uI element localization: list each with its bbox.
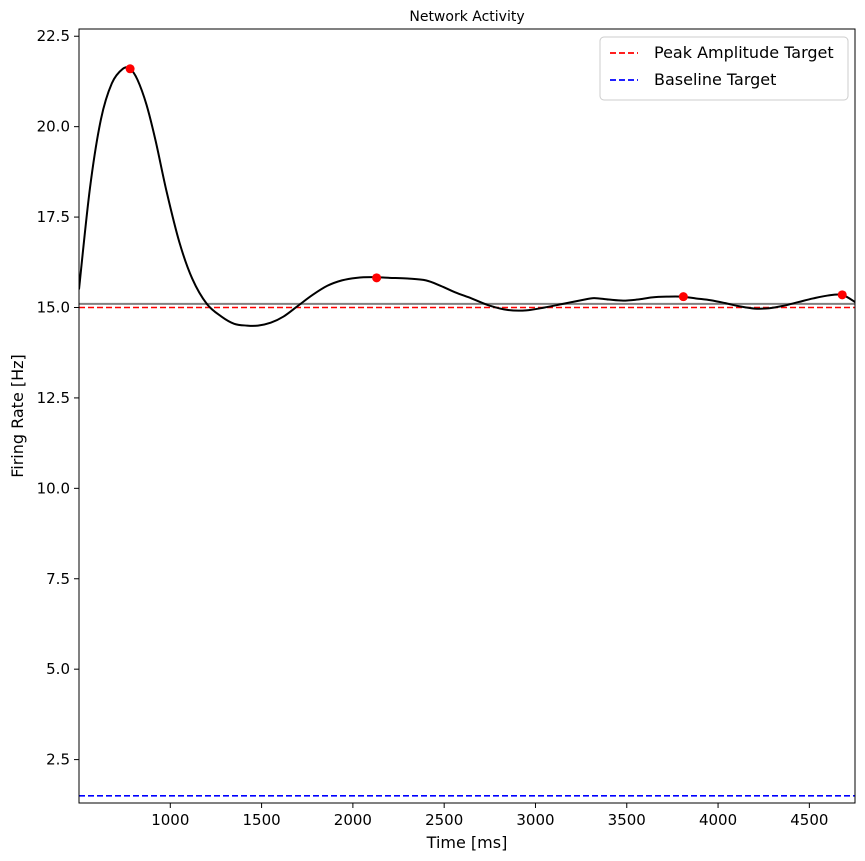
series-line [79, 66, 855, 327]
y-tick-label: 12.5 [37, 389, 70, 407]
axes-frame [78, 28, 856, 804]
peak-marker [125, 64, 135, 74]
plot-area: 1000 1500 2000 2500 3000 3500 4000 4500 2.5 5.0 7.… [37, 27, 856, 829]
y-tick-label: 20.0 [37, 118, 70, 136]
x-tick-label: 2500 [425, 811, 463, 829]
x-tick-label: 2000 [334, 811, 372, 829]
legend: Peak Amplitude Target Baseline Target [599, 36, 849, 101]
x-tick-label: 4500 [790, 811, 828, 829]
y-tick-label: 2.5 [46, 751, 70, 769]
y-tick-label: 10.0 [37, 479, 70, 497]
chart-title: Network Activity [409, 9, 524, 25]
x-tick-label: 1000 [151, 811, 189, 829]
x-tick-label: 3000 [516, 811, 554, 829]
legend-box [599, 36, 849, 101]
peak-marker [678, 292, 688, 302]
y-tick-label: 22.5 [37, 27, 70, 45]
y-tick-label: 17.5 [37, 208, 70, 226]
x-tick-label: 1500 [242, 811, 280, 829]
x-tick-label: 4000 [699, 811, 737, 829]
y-tick-label: 5.0 [46, 660, 70, 678]
peak-marker [372, 273, 382, 283]
peak-marker [837, 290, 847, 300]
y-tick-label: 15.0 [37, 298, 70, 316]
x-axis-label: Time [ms] [426, 833, 508, 852]
plot-contents [79, 64, 855, 797]
legend-label: Baseline Target [654, 70, 776, 89]
y-tick-label: 7.5 [46, 570, 70, 588]
y-axis-label: Firing Rate [Hz] [8, 354, 27, 478]
x-tick-label: 3500 [608, 811, 646, 829]
legend-label: Peak Amplitude Target [654, 43, 834, 62]
